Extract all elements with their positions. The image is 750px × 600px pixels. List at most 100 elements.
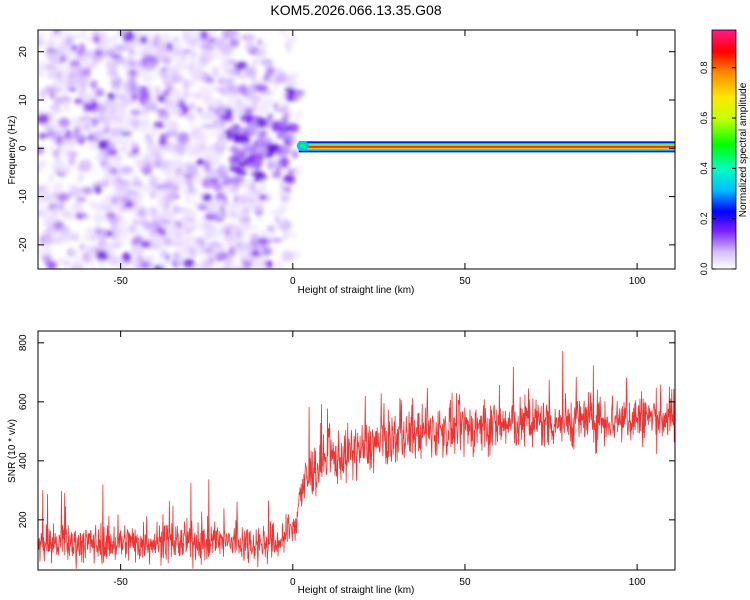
noise-blob	[58, 117, 71, 128]
noise-blob	[212, 66, 219, 78]
noise-blob	[190, 69, 205, 81]
noise-blob	[131, 141, 139, 150]
noise-blob	[95, 209, 103, 214]
noise-blob	[38, 198, 43, 209]
x-tick-label: 100	[629, 276, 646, 287]
noise-blob	[38, 146, 45, 155]
noise-blob	[104, 173, 118, 181]
noise-blob	[168, 88, 182, 97]
spectrogram-frame	[37, 29, 676, 270]
noise-blob	[70, 33, 85, 40]
noise-blob	[240, 200, 246, 205]
noise-blob	[177, 98, 186, 110]
noise-blob	[69, 186, 81, 198]
noise-blob	[94, 185, 102, 194]
noise-blob	[50, 230, 57, 242]
noise-blob	[236, 97, 242, 107]
noise-blob	[221, 169, 228, 181]
noise-blob	[79, 188, 86, 193]
x-tick-label: 50	[459, 577, 471, 588]
noise-blob	[164, 90, 170, 97]
noise-blob	[97, 139, 110, 151]
noise-blob	[47, 193, 59, 201]
y-tick-label: 0	[18, 145, 29, 151]
noise-blob	[259, 230, 268, 238]
noise-blob	[220, 87, 233, 96]
noise-blob	[211, 182, 225, 191]
noise-blob	[188, 30, 199, 37]
noise-blob	[257, 38, 262, 46]
noise-blob	[198, 223, 205, 231]
colorbar-tick-label: 0.2	[699, 212, 709, 225]
noise-blob	[234, 85, 239, 94]
noise-blob	[147, 151, 156, 163]
noise-blob	[176, 180, 186, 188]
noise-blob	[53, 30, 61, 34]
noise-blob	[259, 58, 274, 66]
noise-blob	[206, 250, 216, 257]
noise-blob	[145, 185, 160, 195]
snr-series-line	[38, 351, 675, 569]
noise-blob	[53, 125, 60, 131]
noise-blob	[198, 56, 207, 67]
noise-blob	[47, 71, 57, 79]
noise-blob	[291, 149, 299, 159]
noise-blob	[183, 37, 192, 45]
noise-blob	[199, 131, 208, 144]
noise-blob	[68, 156, 76, 166]
noise-blob	[155, 229, 165, 234]
noise-blob	[232, 189, 239, 198]
noise-blob	[55, 134, 64, 146]
noise-blob	[80, 159, 92, 166]
noise-blob	[266, 159, 274, 168]
y-tick-label: 200	[18, 511, 29, 528]
noise-blob	[202, 153, 214, 159]
noise-blob	[51, 32, 62, 40]
noise-blob	[119, 166, 134, 174]
noise-blob	[115, 199, 124, 211]
noise-blob	[248, 154, 255, 165]
noise-blob	[184, 146, 192, 153]
noise-blob	[237, 151, 246, 161]
noise-blob	[65, 36, 74, 45]
noise-blob	[134, 84, 142, 96]
noise-blob	[62, 87, 68, 99]
x-tick-label: -50	[113, 276, 128, 287]
noise-blob	[88, 139, 98, 151]
noise-blob	[134, 61, 144, 67]
y-tick-label: 800	[18, 334, 29, 351]
noise-blob	[77, 131, 84, 136]
noise-blob	[201, 30, 208, 40]
noise-blob	[43, 183, 50, 194]
noise-blob	[287, 122, 300, 134]
noise-blob	[261, 41, 267, 50]
noise-blob	[171, 78, 182, 83]
noise-blob	[189, 46, 197, 53]
noise-blob	[132, 217, 138, 228]
noise-blob	[228, 223, 243, 230]
noise-blob	[89, 264, 96, 269]
noise-blob	[186, 112, 196, 122]
noise-blob	[53, 62, 65, 67]
noise-blob	[71, 114, 77, 123]
noise-blob	[78, 115, 93, 122]
noise-blob	[47, 40, 53, 50]
noise-blob	[116, 218, 128, 229]
noise-blob	[209, 158, 221, 166]
noise-blob	[286, 168, 297, 174]
noise-blob	[100, 30, 107, 41]
noise-blob	[158, 137, 168, 146]
noise-blob	[75, 211, 81, 220]
noise-blob	[246, 225, 259, 230]
noise-blob	[178, 250, 190, 256]
noise-blob	[258, 194, 268, 201]
noise-blob	[275, 215, 280, 224]
noise-blob	[145, 138, 155, 146]
noise-blob	[140, 256, 154, 262]
noise-blob	[276, 67, 282, 73]
noise-blob	[202, 259, 214, 268]
noise-blob	[273, 103, 278, 108]
noise-blob	[288, 35, 298, 43]
noise-blob	[84, 95, 94, 104]
noise-blob	[106, 156, 116, 168]
